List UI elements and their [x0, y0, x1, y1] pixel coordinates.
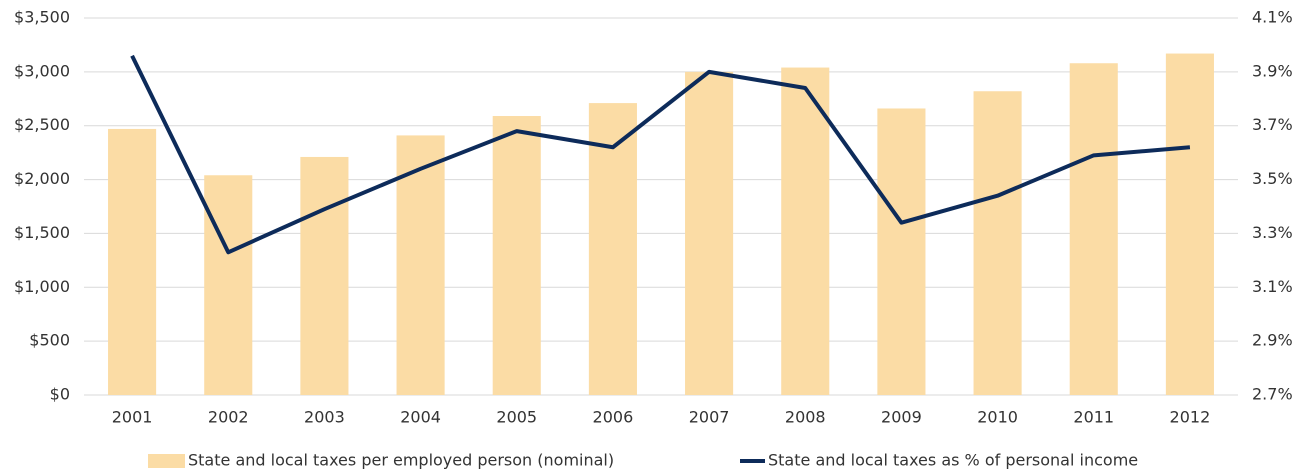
x-tick-label: 2004 [400, 408, 441, 427]
x-tick-label: 2012 [1170, 408, 1211, 427]
y-tick-label: $3,500 [14, 8, 70, 27]
bar [1165, 53, 1214, 395]
x-tick-label: 2008 [785, 408, 826, 427]
y-tick-label: $2,000 [14, 169, 70, 188]
y2-tick-label: 3.5% [1252, 169, 1293, 188]
bar [300, 156, 349, 395]
x-tick-label: 2011 [1073, 408, 1114, 427]
bar [588, 103, 637, 395]
bar [204, 175, 253, 395]
y2-tick-label: 2.9% [1252, 331, 1293, 350]
y-tick-label: $2,500 [14, 115, 70, 134]
x-tick-label: 2003 [304, 408, 345, 427]
bar [108, 128, 157, 395]
bar [396, 135, 445, 395]
bar [492, 116, 541, 396]
y-tick-label: $0 [50, 385, 70, 404]
y2-tick-label: 3.9% [1252, 61, 1293, 80]
x-tick-label: 2005 [496, 408, 537, 427]
y2-tick-label: 3.7% [1252, 115, 1293, 134]
x-tick-label: 2009 [881, 408, 922, 427]
bar [781, 67, 830, 395]
x-tick-label: 2001 [112, 408, 153, 427]
legend-swatch [148, 454, 185, 468]
y-tick-label: $1,000 [14, 277, 70, 296]
legend-label: State and local taxes as % of personal i… [768, 451, 1138, 470]
bar [685, 71, 734, 395]
x-tick-label: 2002 [208, 408, 249, 427]
bar [877, 108, 926, 395]
line [130, 54, 1191, 255]
y2-tick-label: 3.1% [1252, 277, 1293, 296]
x-tick-label: 2006 [593, 408, 634, 427]
y2-tick-label: 4.1% [1252, 8, 1293, 27]
y2-tick-label: 3.3% [1252, 223, 1293, 242]
y2-tick-label: 2.7% [1252, 385, 1293, 404]
legend-label: State and local taxes per employed perso… [188, 451, 614, 470]
bar [1069, 63, 1118, 396]
bar [973, 91, 1022, 395]
y-tick-label: $1,500 [14, 223, 70, 242]
x-tick-label: 2007 [689, 408, 730, 427]
y-tick-label: $500 [29, 331, 70, 350]
y-tick-label: $3,000 [14, 61, 70, 80]
x-tick-label: 2010 [977, 408, 1018, 427]
